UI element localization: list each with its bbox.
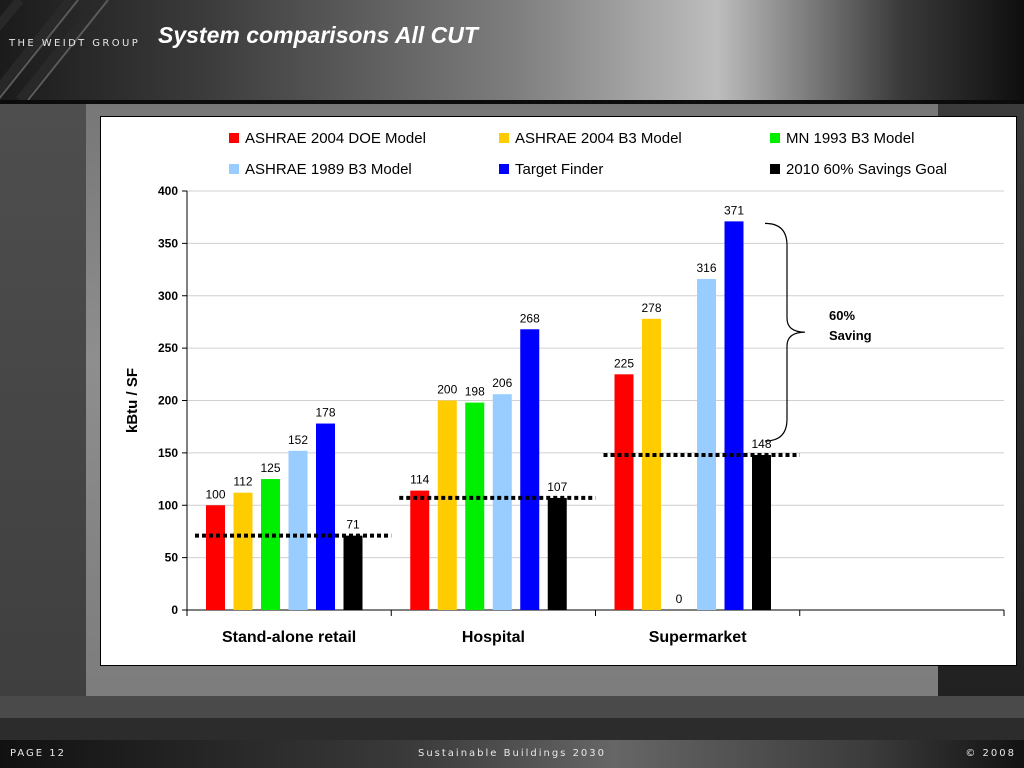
legend-label: MN 1993 B3 Model [786,130,914,147]
data-label: 371 [724,203,744,217]
y-tick-label: 350 [158,236,178,250]
legend-swatch [499,164,509,174]
x-category-label: Stand-alone retail [222,629,356,646]
y-tick-label: 200 [158,394,178,408]
annotation-text: Saving [829,328,872,343]
data-label: 178 [315,406,335,420]
bar [492,394,512,610]
legend-swatch [229,133,239,143]
data-label: 100 [205,487,225,501]
page-title: System comparisons All CUT [158,22,478,48]
data-label: 278 [641,301,661,315]
x-category-label: Hospital [462,629,525,646]
background-band-left [0,104,86,740]
bar [547,497,567,610]
bar [724,221,744,610]
data-label: 225 [614,356,634,370]
data-label: 107 [547,480,567,494]
legend-swatch [770,133,780,143]
weidt-logo-stripes-icon [0,0,109,100]
y-tick-label: 50 [165,551,179,565]
data-label: 268 [520,311,540,325]
y-tick-label: 100 [158,498,178,512]
chart-panel: 0 50 100 150 200 250 300 350 400 kBtu / SF Stand-a… [100,116,1017,666]
saving-brace [764,222,806,442]
legend-swatch [770,164,780,174]
data-label: 114 [410,473,429,487]
annotation-text: 60% [829,308,855,323]
bar [437,400,457,610]
data-label: 148 [751,437,771,451]
bar [343,535,363,610]
bar [261,479,280,610]
bar-chart: 0 50 100 150 200 250 300 350 400 kBtu / SF Stand-a… [124,130,1005,646]
background-band-lower [0,696,1024,718]
background-band-lower-dark [0,718,1024,740]
data-label: 112 [233,475,252,489]
bar [465,402,485,610]
y-axis-label: kBtu / SF [124,368,141,433]
data-label: 316 [696,261,716,275]
legend-label: Target Finder [515,161,603,178]
legend-label: ASHRAE 1989 B3 Model [245,161,412,178]
legend-label: ASHRAE 2004 B3 Model [515,130,682,147]
y-tick-label: 250 [158,341,178,355]
data-label: 206 [492,376,512,390]
y-tick-label: 300 [158,289,178,303]
y-tick-label: 150 [158,446,178,460]
footer-bar: PAGE 12 Sustainable Buildings 2030 © 200… [0,740,1024,768]
y-tick-label: 0 [171,603,178,617]
brand-name: THE WEIDT GROUP [9,38,141,49]
bar [233,492,253,610]
footer-title: Sustainable Buildings 2030 [417,748,607,759]
bar [697,278,716,610]
bar [520,329,540,610]
y-tick-label: 400 [158,184,178,198]
bar [614,374,634,610]
data-label: 200 [437,383,457,397]
copyright: © 2008 [965,748,1016,759]
bar [642,318,661,610]
data-label: 0 [676,592,683,606]
bar [206,505,225,610]
x-category-label: Supermarket [649,629,747,646]
page-number: PAGE 12 [10,748,67,759]
legend-label: 2010 60% Savings Goal [786,161,947,178]
data-label: 152 [288,433,308,447]
header-divider [0,100,1024,104]
data-label: 125 [260,461,280,475]
bar [410,490,430,610]
legend-swatch [229,164,239,174]
legend-swatch [499,133,509,143]
bar [288,450,308,610]
bar [752,454,771,610]
legend-label: ASHRAE 2004 DOE Model [245,130,426,147]
data-label: 71 [346,518,360,532]
header-bar: THE WEIDT GROUP System comparisons All C… [0,0,1024,100]
data-label: 198 [465,385,485,399]
bar [316,423,335,610]
